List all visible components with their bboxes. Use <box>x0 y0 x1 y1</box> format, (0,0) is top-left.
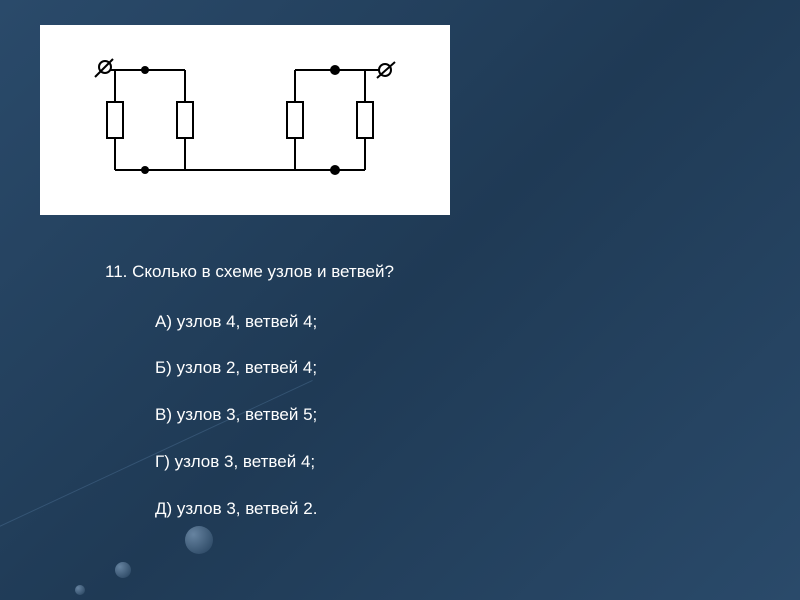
option-d: Д) узлов 3, ветвей 2. <box>155 499 317 519</box>
question-title: 11. Сколько в схеме узлов и ветвей? <box>105 262 394 282</box>
decorative-bubble <box>115 562 131 578</box>
question-number: 11. <box>105 262 127 281</box>
option-b: Б) узлов 2, ветвей 4; <box>155 358 317 378</box>
option-a: А) узлов 4, ветвей 4; <box>155 312 317 332</box>
circuit-diagram <box>40 25 450 215</box>
option-v: В) узлов 3, ветвей 5; <box>155 405 317 425</box>
option-g: Г) узлов 3, ветвей 4; <box>155 452 315 472</box>
circuit-svg <box>55 40 435 200</box>
decorative-bubble <box>75 585 85 595</box>
question-text: Сколько в схеме узлов и ветвей? <box>132 262 394 281</box>
decorative-bubble <box>185 526 213 554</box>
